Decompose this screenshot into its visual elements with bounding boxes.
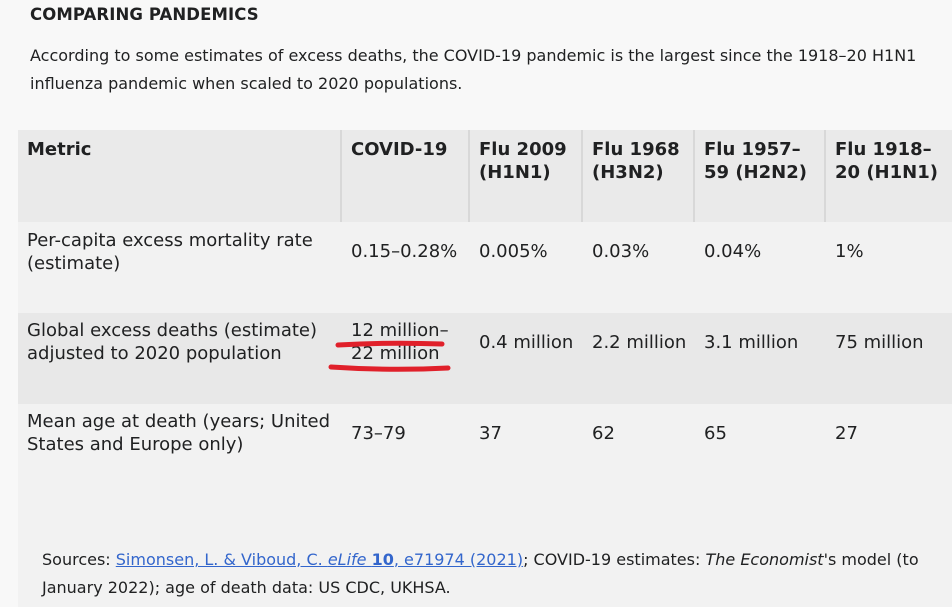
row-mortality-rate-metric: Per-capita excess mortality rate (estimat… (27, 230, 313, 274)
row-mean-age-covid: 73–79 (351, 423, 406, 444)
row-mean-age-flu1968: 62 (592, 423, 615, 444)
column-divider (693, 130, 695, 222)
row-excess-deaths-metric: Global excess deaths (estimate) adjusted … (27, 320, 318, 364)
row-excess-deaths-flu2009: 0.4 million (479, 332, 574, 353)
header-flu-2009: Flu 2009 (H1N1) (479, 139, 567, 183)
row-mean-age-flu1918: 27 (835, 423, 858, 444)
row-excess-deaths-covid: 12 million– 22 million (351, 320, 449, 364)
sources-note: Sources: Simonsen, L. & Viboud, C. eLife… (42, 550, 919, 597)
header-flu-1968: Flu 1968 (H3N2) (592, 139, 680, 183)
row-mortality-rate-covid: 0.15–0.28% (351, 241, 458, 262)
row-mean-age-flu1957: 65 (704, 423, 727, 444)
header-metric: Metric (27, 139, 92, 160)
row-excess-deaths-flu1968: 2.2 million (592, 332, 687, 353)
row-mortality-rate-flu1957: 0.04% (704, 241, 762, 262)
table-header-row (18, 130, 952, 222)
header-flu-1957: Flu 1957– 59 (H2N2) (704, 139, 807, 183)
intro-paragraph: According to some estimates of excess de… (30, 46, 917, 93)
row-excess-deaths-flu1918: 75 million (835, 332, 924, 353)
row-mortality-rate-flu2009: 0.005% (479, 241, 548, 262)
row-mortality-rate-flu1918: 1% (835, 241, 864, 262)
row-excess-deaths-flu1957: 3.1 million (704, 332, 799, 353)
annotation-underline-bottom (328, 364, 451, 372)
table-row-shade (18, 313, 952, 404)
annotation-underline-top (335, 340, 445, 348)
row-mean-age-flu2009: 37 (479, 423, 502, 444)
section-heading: COMPARING PANDEMICS (30, 5, 259, 24)
header-flu-1918: Flu 1918– 20 (H1N1) (835, 139, 938, 183)
column-divider (824, 130, 826, 222)
column-divider (581, 130, 583, 222)
row-mortality-rate-flu1968: 0.03% (592, 241, 650, 262)
pandemic-comparison-table: Metric COVID-19 Flu 2009 (H1N1) Flu 1968(… (18, 130, 952, 607)
citation-link[interactable]: Simonsen, L. & Viboud, C. eLife 10, e719… (115, 550, 524, 569)
column-divider (468, 130, 470, 222)
column-divider (340, 130, 342, 222)
header-covid-19: COVID-19 (351, 139, 448, 160)
row-mean-age-metric: Mean age at death (years; United States a… (27, 411, 331, 455)
